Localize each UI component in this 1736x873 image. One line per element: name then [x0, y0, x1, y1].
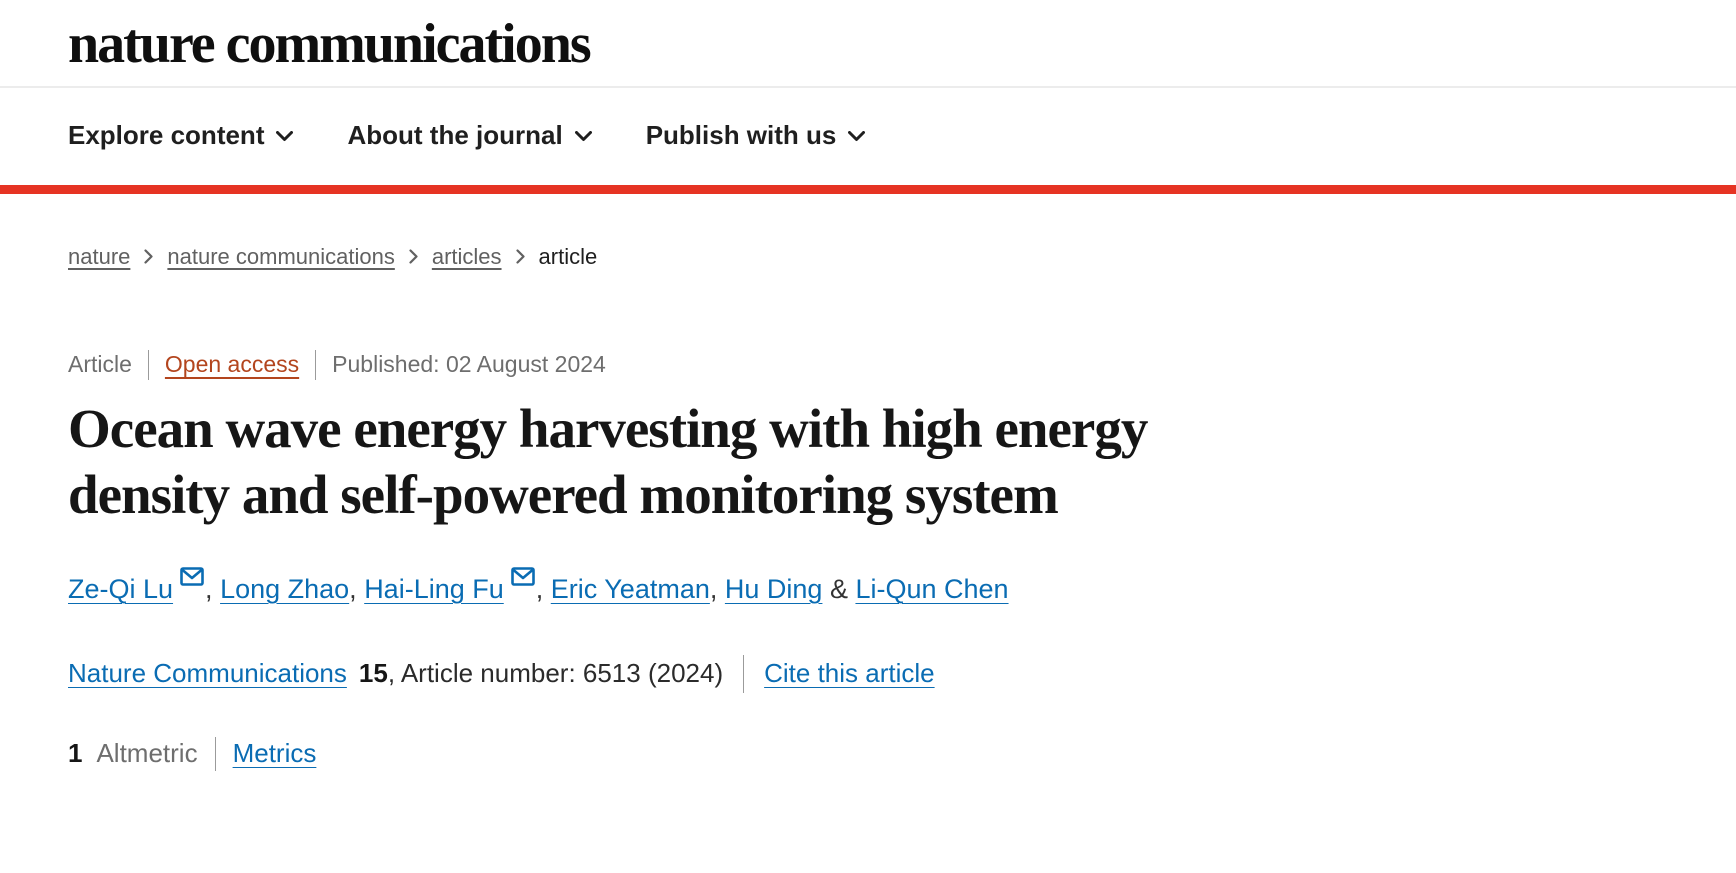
breadcrumb-current: article [538, 243, 598, 269]
article-title: Ocean wave energy harvesting with high e… [68, 396, 1360, 528]
altmetric-count: 1 [68, 738, 83, 769]
author-list: Ze-Qi Lu, Long Zhao, Hai-Ling Fu, Eric Y… [68, 566, 1360, 605]
nav-explore-content[interactable]: Explore content [68, 119, 294, 151]
article-title-line: density and self-powered monitoring syst… [68, 463, 1059, 525]
metrics-link[interactable]: Metrics [232, 738, 317, 769]
breadcrumb-chevron-icon [144, 249, 153, 264]
author-link[interactable]: Ze-Qi Lu [68, 573, 174, 604]
email-icon[interactable] [180, 566, 204, 586]
author-link[interactable]: Li-Qun Chen [855, 573, 1009, 604]
author-group: Li-Qun Chen [855, 574, 1008, 604]
author-separator: , [349, 573, 365, 604]
breadcrumb-link-nature[interactable]: nature [68, 243, 131, 269]
chevron-down-icon [574, 128, 592, 142]
article-title-line: Ocean wave energy harvesting with high e… [68, 397, 1148, 459]
site-header: nature communications [0, 0, 1736, 88]
author-link[interactable]: Long Zhao [220, 573, 350, 604]
open-access-link[interactable]: Open access [164, 351, 300, 378]
author-group: Hai-Ling Fu, [364, 566, 551, 604]
nav-item-label: Publish with us [645, 119, 837, 150]
brand-red-bar [0, 184, 1736, 194]
journal-name-link[interactable]: Nature Communications [68, 658, 347, 689]
breadcrumb-chevron-icon [409, 249, 418, 264]
divider [214, 736, 216, 771]
journal-logo[interactable]: nature communications [68, 13, 592, 75]
altmetric-label: Altmetric [96, 738, 198, 769]
author-link[interactable]: Hai-Ling Fu [364, 573, 504, 604]
main-nav: Explore content About the journal Publis… [0, 88, 1736, 185]
divider [147, 349, 149, 380]
nav-item-label: Explore content [68, 119, 265, 150]
nav-item-label: About the journal [347, 119, 563, 150]
breadcrumb: nature nature communications articles ar… [68, 244, 1360, 270]
metrics-row: 1 Altmetric Metrics [68, 736, 1360, 771]
author-link[interactable]: Eric Yeatman [550, 573, 710, 604]
author-link[interactable]: Hu Ding [724, 573, 823, 604]
author-separator: & [822, 573, 856, 604]
author-group: Long Zhao, [220, 574, 364, 604]
divider [315, 349, 317, 380]
journal-volume: 15 [358, 658, 388, 689]
cite-this-article-link[interactable]: Cite this article [764, 658, 935, 689]
nav-publish-with-us[interactable]: Publish with us [646, 120, 866, 151]
nav-about-the-journal[interactable]: About the journal [347, 119, 592, 151]
author-separator: , [205, 573, 221, 604]
journal-citation-row: Nature Communications 15 , Article numbe… [68, 654, 1360, 693]
article-header-section: nature nature communications articles ar… [0, 244, 1420, 771]
published-date-label: Published: 02 August 2024 [332, 351, 606, 378]
article-number-text: , Article number: 6513 (2024) [387, 658, 724, 689]
breadcrumb-chevron-icon [515, 249, 525, 264]
article-meta-row: Article Open access Published: 02 August… [68, 349, 1360, 380]
email-icon[interactable] [510, 566, 535, 586]
author-separator: , [535, 573, 551, 604]
author-group: Hu Ding & [725, 574, 856, 604]
author-group: Eric Yeatman, [551, 574, 725, 604]
chevron-down-icon [276, 128, 294, 142]
author-separator: , [709, 573, 725, 604]
chevron-down-icon [848, 128, 866, 142]
breadcrumb-link-articles[interactable]: articles [431, 243, 502, 269]
article-type-label: Article [68, 351, 132, 378]
author-group: Ze-Qi Lu, [68, 566, 221, 604]
breadcrumb-link-nature-communications[interactable]: nature communications [167, 243, 395, 269]
divider [743, 654, 745, 693]
